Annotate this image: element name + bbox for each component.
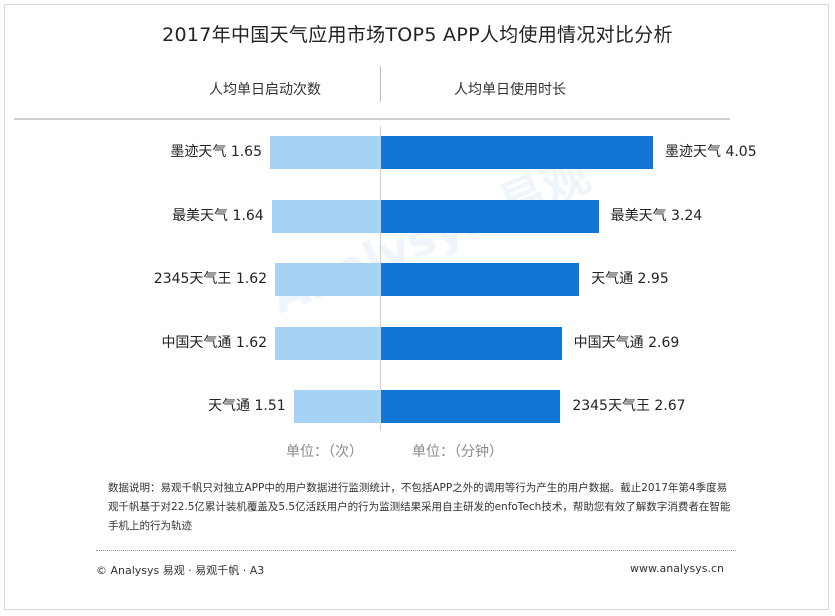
left-bar (293, 390, 380, 423)
left-unit-label: 单位：（次） (286, 444, 363, 460)
left-bar-label: 天气通 1.51 (208, 398, 286, 414)
header-underline (14, 118, 730, 120)
right-bar (381, 199, 599, 233)
left-bar (275, 263, 380, 296)
footer-divider (96, 550, 736, 551)
right-column-header: 人均单日使用时长 (454, 82, 566, 98)
right-bar (381, 390, 561, 423)
left-bar (271, 199, 380, 233)
right-bar-label: 天气通 2.95 (591, 271, 669, 287)
right-unit-label: 单位：（分钟） (412, 444, 503, 460)
right-bar (381, 136, 653, 169)
right-bar-label: 墨迹天气 4.05 (665, 144, 757, 160)
right-bar-label: 2345天气王 2.67 (572, 398, 686, 414)
center-axis (380, 126, 381, 431)
left-bar-label: 最美天气 1.64 (172, 207, 264, 224)
right-bar-label: 中国天气通 2.69 (573, 334, 680, 351)
right-bar (381, 263, 580, 296)
slide-frame (4, 4, 829, 610)
footer-website: www.analysys.cn (630, 562, 724, 575)
left-bar (275, 326, 380, 360)
left-bar-label: 墨迹天气 1.65 (170, 144, 262, 160)
left-column-header: 人均单日启动次数 (209, 82, 321, 98)
data-note: 数据说明：易观千帆只对独立APP中的用户数据进行监测统计，不包括APP之外的调用… (108, 482, 731, 532)
footer-copyright: © Analysys 易观 · 易观千帆 · A3 (96, 564, 265, 577)
chart-title: 2017年中国天气应用市场TOP5 APP人均使用情况对比分析 (162, 24, 673, 46)
right-bar-label: 最美天气 3.24 (610, 207, 703, 224)
header-divider (380, 66, 381, 102)
left-bar-label: 2345天气王 1.62 (153, 271, 268, 287)
right-bar (381, 326, 562, 360)
left-bar (270, 136, 380, 169)
left-bar-label: 中国天气通 1.62 (161, 334, 268, 351)
